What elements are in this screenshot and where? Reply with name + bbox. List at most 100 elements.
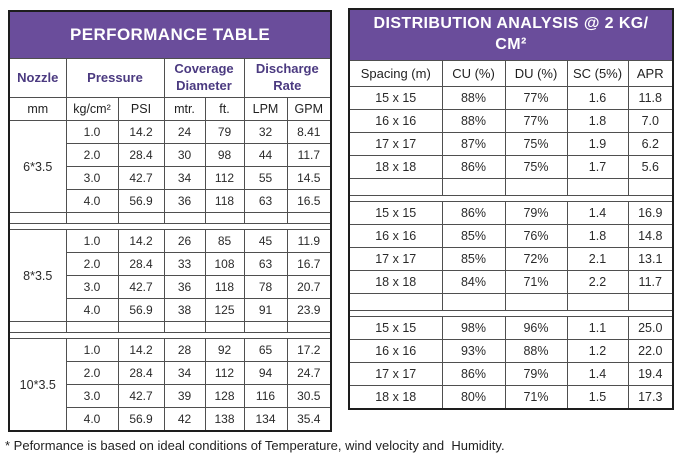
performance-value-cell: 16.7 [286, 252, 332, 276]
performance-value-cell: 11.7 [286, 143, 332, 167]
spacer-cell [243, 321, 288, 333]
performance-value-cell: 63 [243, 252, 288, 276]
performance-value-cell: 30 [163, 143, 206, 167]
column-header-apr: APR [627, 60, 674, 87]
distribution-value-cell: 85% [441, 247, 506, 271]
performance-table-body: 6*3.5 1.0 14.2 24 79 32 8.41 2.0 28.4 30 98 44 11.7 3… [8, 120, 332, 432]
performance-value-cell: 45 [243, 229, 288, 253]
distribution-value-cell: 18 x 18 [348, 385, 443, 410]
distribution-value-cell: 19.4 [627, 362, 674, 386]
distribution-value-cell: 87% [441, 132, 506, 156]
performance-value-cell: 98 [204, 143, 245, 167]
performance-value-cell: 3.0 [65, 166, 119, 190]
distribution-title-line2: CM² [495, 36, 527, 53]
performance-value-cell: 2.0 [65, 252, 119, 276]
spacer-cell [348, 178, 443, 196]
spacer-cell [286, 212, 332, 224]
distribution-value-cell: 71% [504, 270, 568, 294]
distribution-table: DISTRIBUTION ANALYSIS @ 2 KG/ CM² Spacin… [348, 8, 675, 410]
performance-value-cell: 92 [204, 338, 245, 362]
group-spacer-row [348, 178, 674, 196]
distribution-value-cell: 17.3 [627, 385, 674, 410]
spacer-cell [65, 212, 119, 224]
spacer-cell [566, 293, 629, 311]
performance-value-cell: 63 [243, 189, 288, 213]
performance-value-cell: 65 [243, 338, 288, 362]
performance-value-cell: 94 [243, 361, 288, 385]
unit-header-mtr: mtr. [163, 97, 206, 121]
distribution-value-cell: 18 x 18 [348, 270, 443, 294]
distribution-data-row: 15 x 15 88% 77% 1.6 11.8 [348, 86, 674, 110]
distribution-value-cell: 1.6 [566, 86, 629, 110]
performance-value-cell: 36 [163, 189, 206, 213]
distribution-value-cell: 1.4 [566, 201, 629, 225]
performance-value-cell: 85 [204, 229, 245, 253]
distribution-value-cell: 17 x 17 [348, 362, 443, 386]
performance-value-cell: 11.9 [286, 229, 332, 253]
distribution-value-cell: 84% [441, 270, 506, 294]
distribution-value-cell: 1.5 [566, 385, 629, 410]
performance-value-cell: 79 [204, 120, 245, 144]
distribution-title-row: DISTRIBUTION ANALYSIS @ 2 KG/ CM² [348, 8, 674, 61]
distribution-value-cell: 72% [504, 247, 568, 271]
column-header-coverage-diameter: Coverage Diameter [163, 58, 245, 98]
distribution-value-cell: 79% [504, 362, 568, 386]
distribution-value-cell: 1.8 [566, 109, 629, 133]
group-spacer-row [8, 321, 332, 333]
distribution-value-cell: 6.2 [627, 132, 674, 156]
performance-value-cell: 24 [163, 120, 206, 144]
distribution-value-cell: 80% [441, 385, 506, 410]
unit-header-mm: mm [8, 97, 67, 121]
performance-value-cell: 33 [163, 252, 206, 276]
performance-value-cell: 138 [204, 407, 245, 432]
performance-value-cell: 17.2 [286, 338, 332, 362]
distribution-value-cell: 88% [504, 339, 568, 363]
performance-value-cell: 42.7 [117, 384, 165, 408]
performance-value-cell: 2.0 [65, 143, 119, 167]
spacer-cell [204, 321, 245, 333]
performance-value-cell: 30.5 [286, 384, 332, 408]
performance-value-cell: 34 [163, 361, 206, 385]
performance-data-row: 8*3.5 1.0 14.2 26 85 45 11.9 [8, 229, 332, 322]
distribution-value-cell: 16 x 16 [348, 339, 443, 363]
performance-footnote: * Peformance is based on ideal condition… [5, 438, 505, 453]
performance-data-row: 4.0 56.9 36 118 63 16.5 [9, 189, 332, 213]
distribution-value-cell: 1.9 [566, 132, 629, 156]
distribution-value-cell: 25.0 [627, 316, 674, 340]
spacer-cell [504, 293, 568, 311]
spacer-cell [117, 321, 165, 333]
performance-value-cell: 116 [243, 384, 288, 408]
performance-value-cell: 26 [163, 229, 206, 253]
distribution-value-cell: 85% [441, 224, 506, 248]
performance-value-cell: 134 [243, 407, 288, 432]
performance-value-cell: 20.7 [286, 275, 332, 299]
performance-table-title: PERFORMANCE TABLE [8, 10, 332, 59]
performance-value-cell: 56.9 [117, 189, 165, 213]
distribution-table-body: 15 x 15 88% 77% 1.6 11.8 16 x 16 88% 77% 1.8 7.0 1… [348, 86, 674, 410]
column-header-sc: SC (5%) [566, 60, 629, 87]
performance-title-row: PERFORMANCE TABLE [8, 10, 332, 59]
performance-value-cell: 1.0 [65, 120, 119, 144]
performance-value-cell: 42.7 [117, 275, 165, 299]
performance-value-cell: 4.0 [65, 298, 119, 322]
performance-value-cell: 38 [163, 298, 206, 322]
distribution-value-cell: 1.4 [566, 362, 629, 386]
performance-unit-row: mm kg/cm² PSI mtr. ft. LPM GPM [8, 97, 332, 121]
performance-value-cell: 14.2 [117, 229, 165, 253]
distribution-value-cell: 86% [441, 201, 506, 225]
distribution-value-cell: 1.2 [566, 339, 629, 363]
performance-value-cell: 44 [243, 143, 288, 167]
distribution-value-cell: 77% [504, 86, 568, 110]
performance-value-cell: 16.5 [286, 189, 332, 213]
performance-value-cell: 14.2 [117, 338, 165, 362]
column-header-cu: CU (%) [441, 60, 506, 87]
distribution-data-row: 18 x 18 84% 71% 2.2 11.7 [348, 270, 674, 294]
distribution-value-cell: 76% [504, 224, 568, 248]
performance-data-row: 2.0 28.4 30 98 44 11.7 [9, 143, 332, 167]
performance-value-cell: 4.0 [65, 189, 119, 213]
spacer-cell [8, 321, 67, 333]
performance-value-cell: 14.5 [286, 166, 332, 190]
performance-value-cell: 128 [204, 384, 245, 408]
distribution-value-cell: 2.1 [566, 247, 629, 271]
